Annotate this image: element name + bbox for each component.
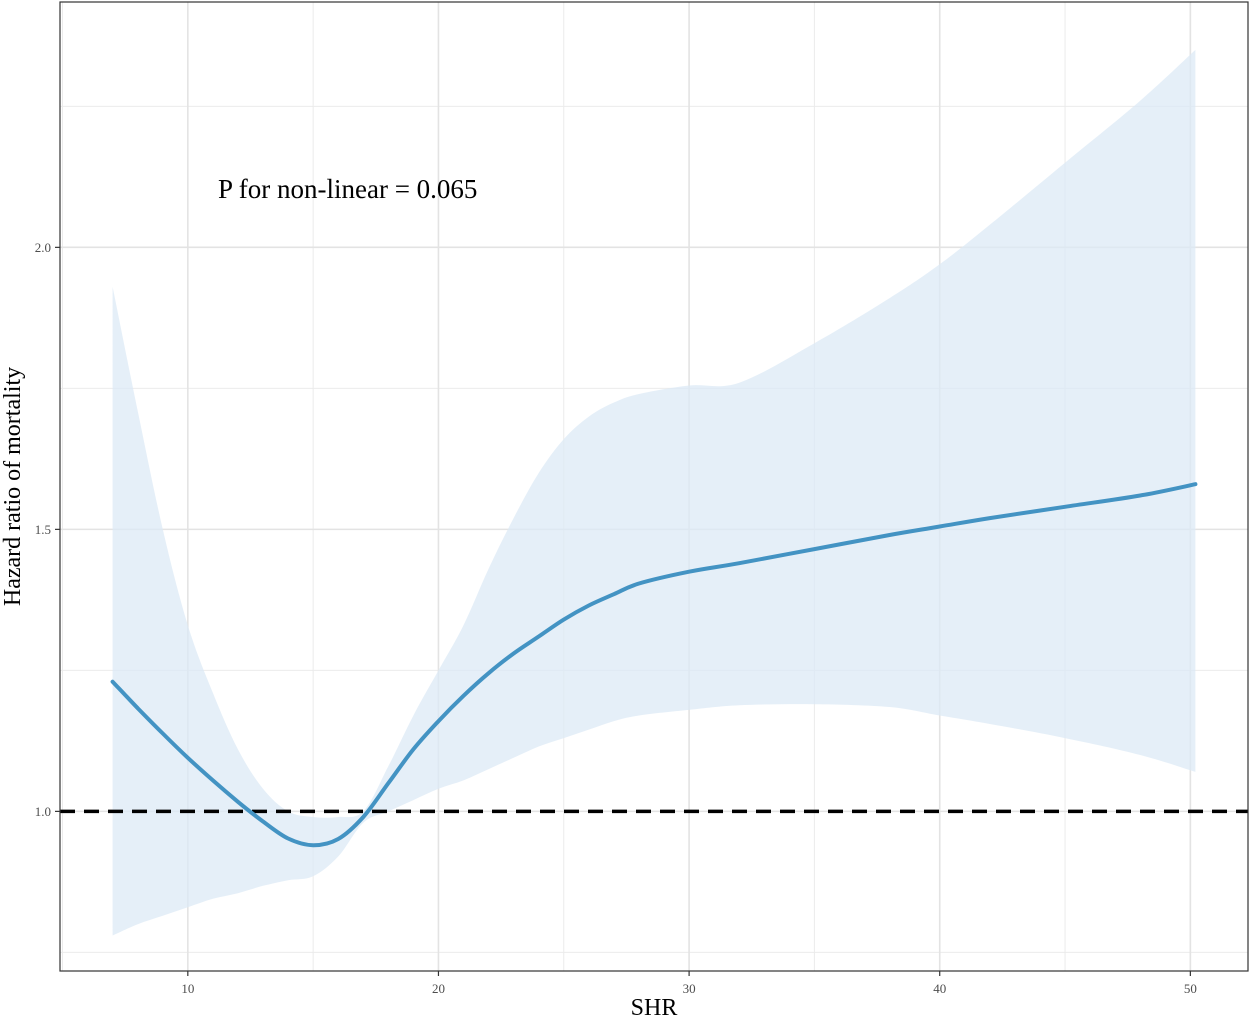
x-axis: 10 20 30 40 50	[181, 971, 1197, 996]
y-axis-title: Hazard ratio of mortality	[0, 367, 26, 606]
p-value-annotation: P for non-linear = 0.065	[218, 174, 477, 204]
series-line	[110, 482, 1198, 848]
plot-border	[59, 1, 1249, 972]
x-tick-label: 50	[1184, 981, 1197, 996]
confidence-band	[112, 49, 1196, 936]
x-tick-label: 20	[432, 981, 445, 996]
x-tick-label: 40	[933, 981, 946, 996]
x-tick-label: 10	[181, 981, 194, 996]
y-axis: 1.0 1.5 2.0	[35, 240, 60, 819]
x-tick-label: 30	[683, 981, 696, 996]
y-tick-label: 2.0	[35, 240, 51, 255]
y-tick-label: 1.0	[35, 804, 51, 819]
y-tick-label: 1.5	[35, 522, 51, 537]
x-axis-title: SHR	[631, 995, 678, 1017]
